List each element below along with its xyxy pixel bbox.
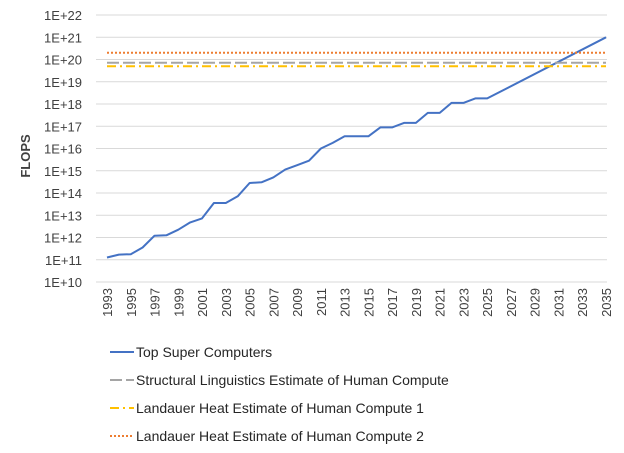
x-tick-label: 2025: [480, 288, 495, 317]
x-tick-label: 2019: [409, 288, 424, 317]
x-tick-label: 2009: [290, 288, 305, 317]
legend-label: Structural Linguistics Estimate of Human…: [136, 372, 449, 388]
y-tick-label: 1E+19: [44, 75, 82, 90]
y-tick-label: 1E+21: [44, 30, 82, 45]
y-tick-label: 1E+17: [44, 119, 82, 134]
y-tick-label: 1E+14: [44, 186, 82, 201]
y-tick-label: 1E+22: [44, 8, 82, 23]
y-tick-label: 1E+10: [44, 275, 82, 290]
y-tick-label: 1E+18: [44, 97, 82, 112]
x-tick-label: 2033: [575, 288, 590, 317]
y-tick-label: 1E+20: [44, 53, 82, 68]
x-tick-label: 2005: [243, 288, 258, 317]
legend: Top Super Computers Structural Linguistic…: [110, 344, 449, 444]
x-tick-label: 1995: [124, 288, 139, 317]
x-tick-label: 2027: [504, 288, 519, 317]
x-tick-label: 2003: [219, 288, 234, 317]
x-tick-label: 2017: [385, 288, 400, 317]
x-tick-label: 2021: [433, 288, 448, 317]
legend-label: Top Super Computers: [136, 344, 272, 360]
y-tick-label: 1E+13: [44, 208, 82, 223]
y-axis-ticks: 1E+10 1E+11 1E+12 1E+13 1E+14 1E+15 1E+16 1E+17…: [44, 8, 82, 290]
legend-label: Landauer Heat Estimate of Human Compute …: [136, 428, 424, 444]
x-tick-label: 2023: [456, 288, 471, 317]
x-tick-label: 2035: [599, 288, 614, 317]
x-tick-label: 1993: [100, 288, 115, 317]
series-line: [106, 36, 607, 259]
x-tick-label: 2029: [528, 288, 543, 317]
x-tick-label: 2001: [195, 288, 210, 317]
x-tick-label: 1999: [171, 288, 186, 317]
series-lines: [106, 36, 607, 259]
y-tick-label: 1E+12: [44, 231, 82, 246]
y-axis-title: FLOPS: [18, 134, 33, 178]
x-tick-label: 2007: [266, 288, 281, 317]
y-tick-label: 1E+16: [44, 142, 82, 157]
x-tick-label: 2031: [551, 288, 566, 317]
gridlines: [96, 14, 607, 283]
x-tick-label: 2011: [314, 288, 329, 316]
y-tick-label: 1E+11: [45, 253, 82, 268]
y-tick-label: 1E+15: [44, 164, 82, 179]
x-tick-label: 2013: [338, 288, 353, 317]
legend-label: Landauer Heat Estimate of Human Compute …: [136, 400, 424, 416]
x-tick-label: 2015: [361, 288, 376, 317]
x-tick-label: 1997: [148, 288, 163, 317]
x-axis-ticks: 1993 1995 1997 1999 2001 2003 2005 2007 2009 2011…: [100, 288, 614, 317]
